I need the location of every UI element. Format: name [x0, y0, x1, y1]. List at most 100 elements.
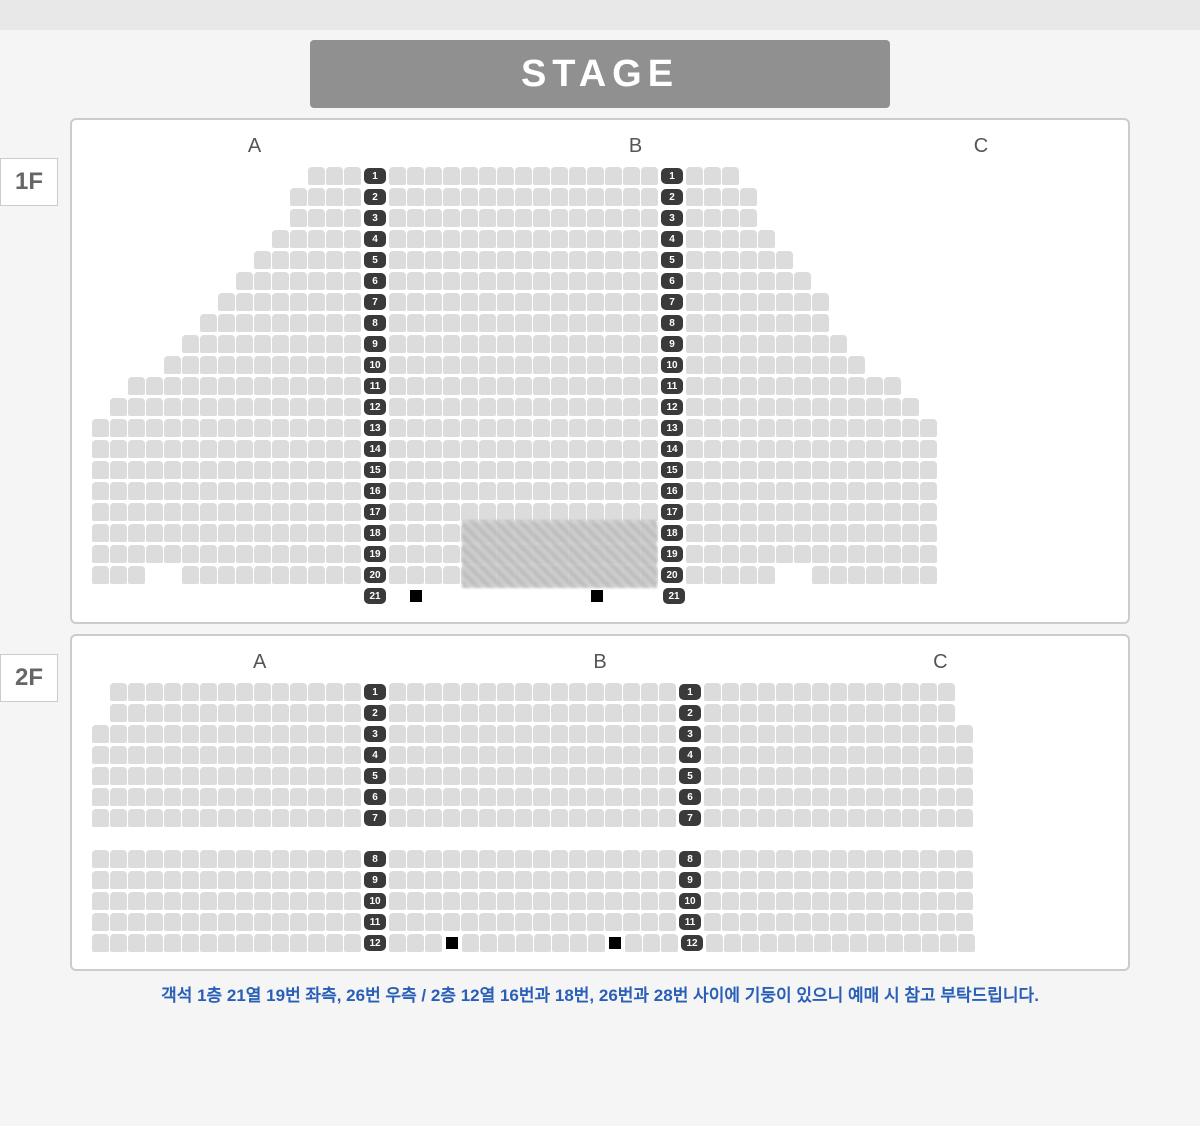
seat[interactable]	[308, 251, 325, 269]
seat[interactable]	[686, 314, 703, 332]
seat[interactable]	[236, 356, 253, 374]
seat[interactable]	[290, 482, 307, 500]
seat[interactable]	[128, 788, 145, 806]
seat[interactable]	[92, 850, 109, 868]
seat[interactable]	[551, 356, 568, 374]
seat[interactable]	[146, 398, 163, 416]
seat[interactable]	[533, 746, 550, 764]
seat[interactable]	[830, 356, 847, 374]
seat[interactable]	[659, 725, 676, 743]
seat[interactable]	[443, 725, 460, 743]
seat[interactable]	[704, 230, 721, 248]
seat[interactable]	[326, 440, 343, 458]
seat[interactable]	[128, 482, 145, 500]
seat[interactable]	[182, 545, 199, 563]
seat[interactable]	[497, 272, 514, 290]
seat[interactable]	[272, 272, 289, 290]
seat[interactable]	[830, 335, 847, 353]
seat[interactable]	[551, 704, 568, 722]
seat[interactable]	[461, 461, 478, 479]
seat[interactable]	[551, 871, 568, 889]
seat[interactable]	[272, 503, 289, 521]
seat[interactable]	[344, 871, 361, 889]
seat[interactable]	[758, 524, 775, 542]
seat[interactable]	[605, 788, 622, 806]
seat[interactable]	[623, 419, 640, 437]
seat[interactable]	[956, 725, 973, 743]
seat[interactable]	[92, 566, 109, 584]
seat[interactable]	[902, 482, 919, 500]
seat[interactable]	[623, 746, 640, 764]
seat[interactable]	[443, 356, 460, 374]
seat[interactable]	[389, 461, 406, 479]
seat[interactable]	[686, 545, 703, 563]
seat[interactable]	[776, 809, 793, 827]
seat[interactable]	[605, 482, 622, 500]
seat[interactable]	[740, 398, 757, 416]
seat[interactable]	[110, 683, 127, 701]
seat[interactable]	[740, 440, 757, 458]
seat[interactable]	[641, 871, 658, 889]
seat[interactable]	[551, 809, 568, 827]
seat[interactable]	[641, 683, 658, 701]
seat[interactable]	[848, 377, 865, 395]
seat[interactable]	[920, 566, 937, 584]
seat[interactable]	[794, 850, 811, 868]
seat[interactable]	[497, 503, 514, 521]
seat[interactable]	[794, 545, 811, 563]
seat[interactable]	[587, 251, 604, 269]
seat[interactable]	[902, 850, 919, 868]
seat[interactable]	[407, 356, 424, 374]
seat[interactable]	[128, 767, 145, 785]
seat[interactable]	[830, 704, 847, 722]
seat[interactable]	[479, 251, 496, 269]
seat[interactable]	[956, 746, 973, 764]
seat[interactable]	[308, 545, 325, 563]
seat[interactable]	[389, 188, 406, 206]
seat[interactable]	[443, 251, 460, 269]
seat[interactable]	[704, 209, 721, 227]
seat[interactable]	[164, 767, 181, 785]
seat[interactable]	[272, 934, 289, 952]
seat[interactable]	[425, 293, 442, 311]
seat[interactable]	[515, 419, 532, 437]
seat[interactable]	[623, 188, 640, 206]
seat[interactable]	[641, 188, 658, 206]
seat[interactable]	[236, 683, 253, 701]
seat[interactable]	[461, 209, 478, 227]
seat[interactable]	[740, 850, 757, 868]
seat[interactable]	[740, 419, 757, 437]
seat[interactable]	[200, 704, 217, 722]
seat[interactable]	[938, 788, 955, 806]
seat[interactable]	[515, 809, 532, 827]
seat[interactable]	[443, 704, 460, 722]
seat[interactable]	[479, 377, 496, 395]
seat[interactable]	[290, 704, 307, 722]
seat[interactable]	[533, 767, 550, 785]
seat[interactable]	[704, 725, 721, 743]
seat[interactable]	[830, 503, 847, 521]
seat[interactable]	[92, 461, 109, 479]
seat[interactable]	[623, 788, 640, 806]
seat[interactable]	[425, 251, 442, 269]
seat[interactable]	[344, 293, 361, 311]
seat[interactable]	[533, 482, 550, 500]
seat[interactable]	[128, 398, 145, 416]
seat[interactable]	[902, 566, 919, 584]
seat[interactable]	[236, 419, 253, 437]
seat[interactable]	[344, 934, 361, 952]
seat[interactable]	[164, 809, 181, 827]
seat[interactable]	[182, 725, 199, 743]
seat[interactable]	[569, 913, 586, 931]
seat[interactable]	[146, 788, 163, 806]
seat[interactable]	[326, 704, 343, 722]
seat[interactable]	[344, 419, 361, 437]
seat[interactable]	[254, 524, 271, 542]
seat[interactable]	[425, 683, 442, 701]
seat[interactable]	[848, 482, 865, 500]
seat[interactable]	[533, 398, 550, 416]
seat[interactable]	[164, 892, 181, 910]
seat[interactable]	[722, 892, 739, 910]
seat[interactable]	[182, 934, 199, 952]
seat[interactable]	[344, 167, 361, 185]
